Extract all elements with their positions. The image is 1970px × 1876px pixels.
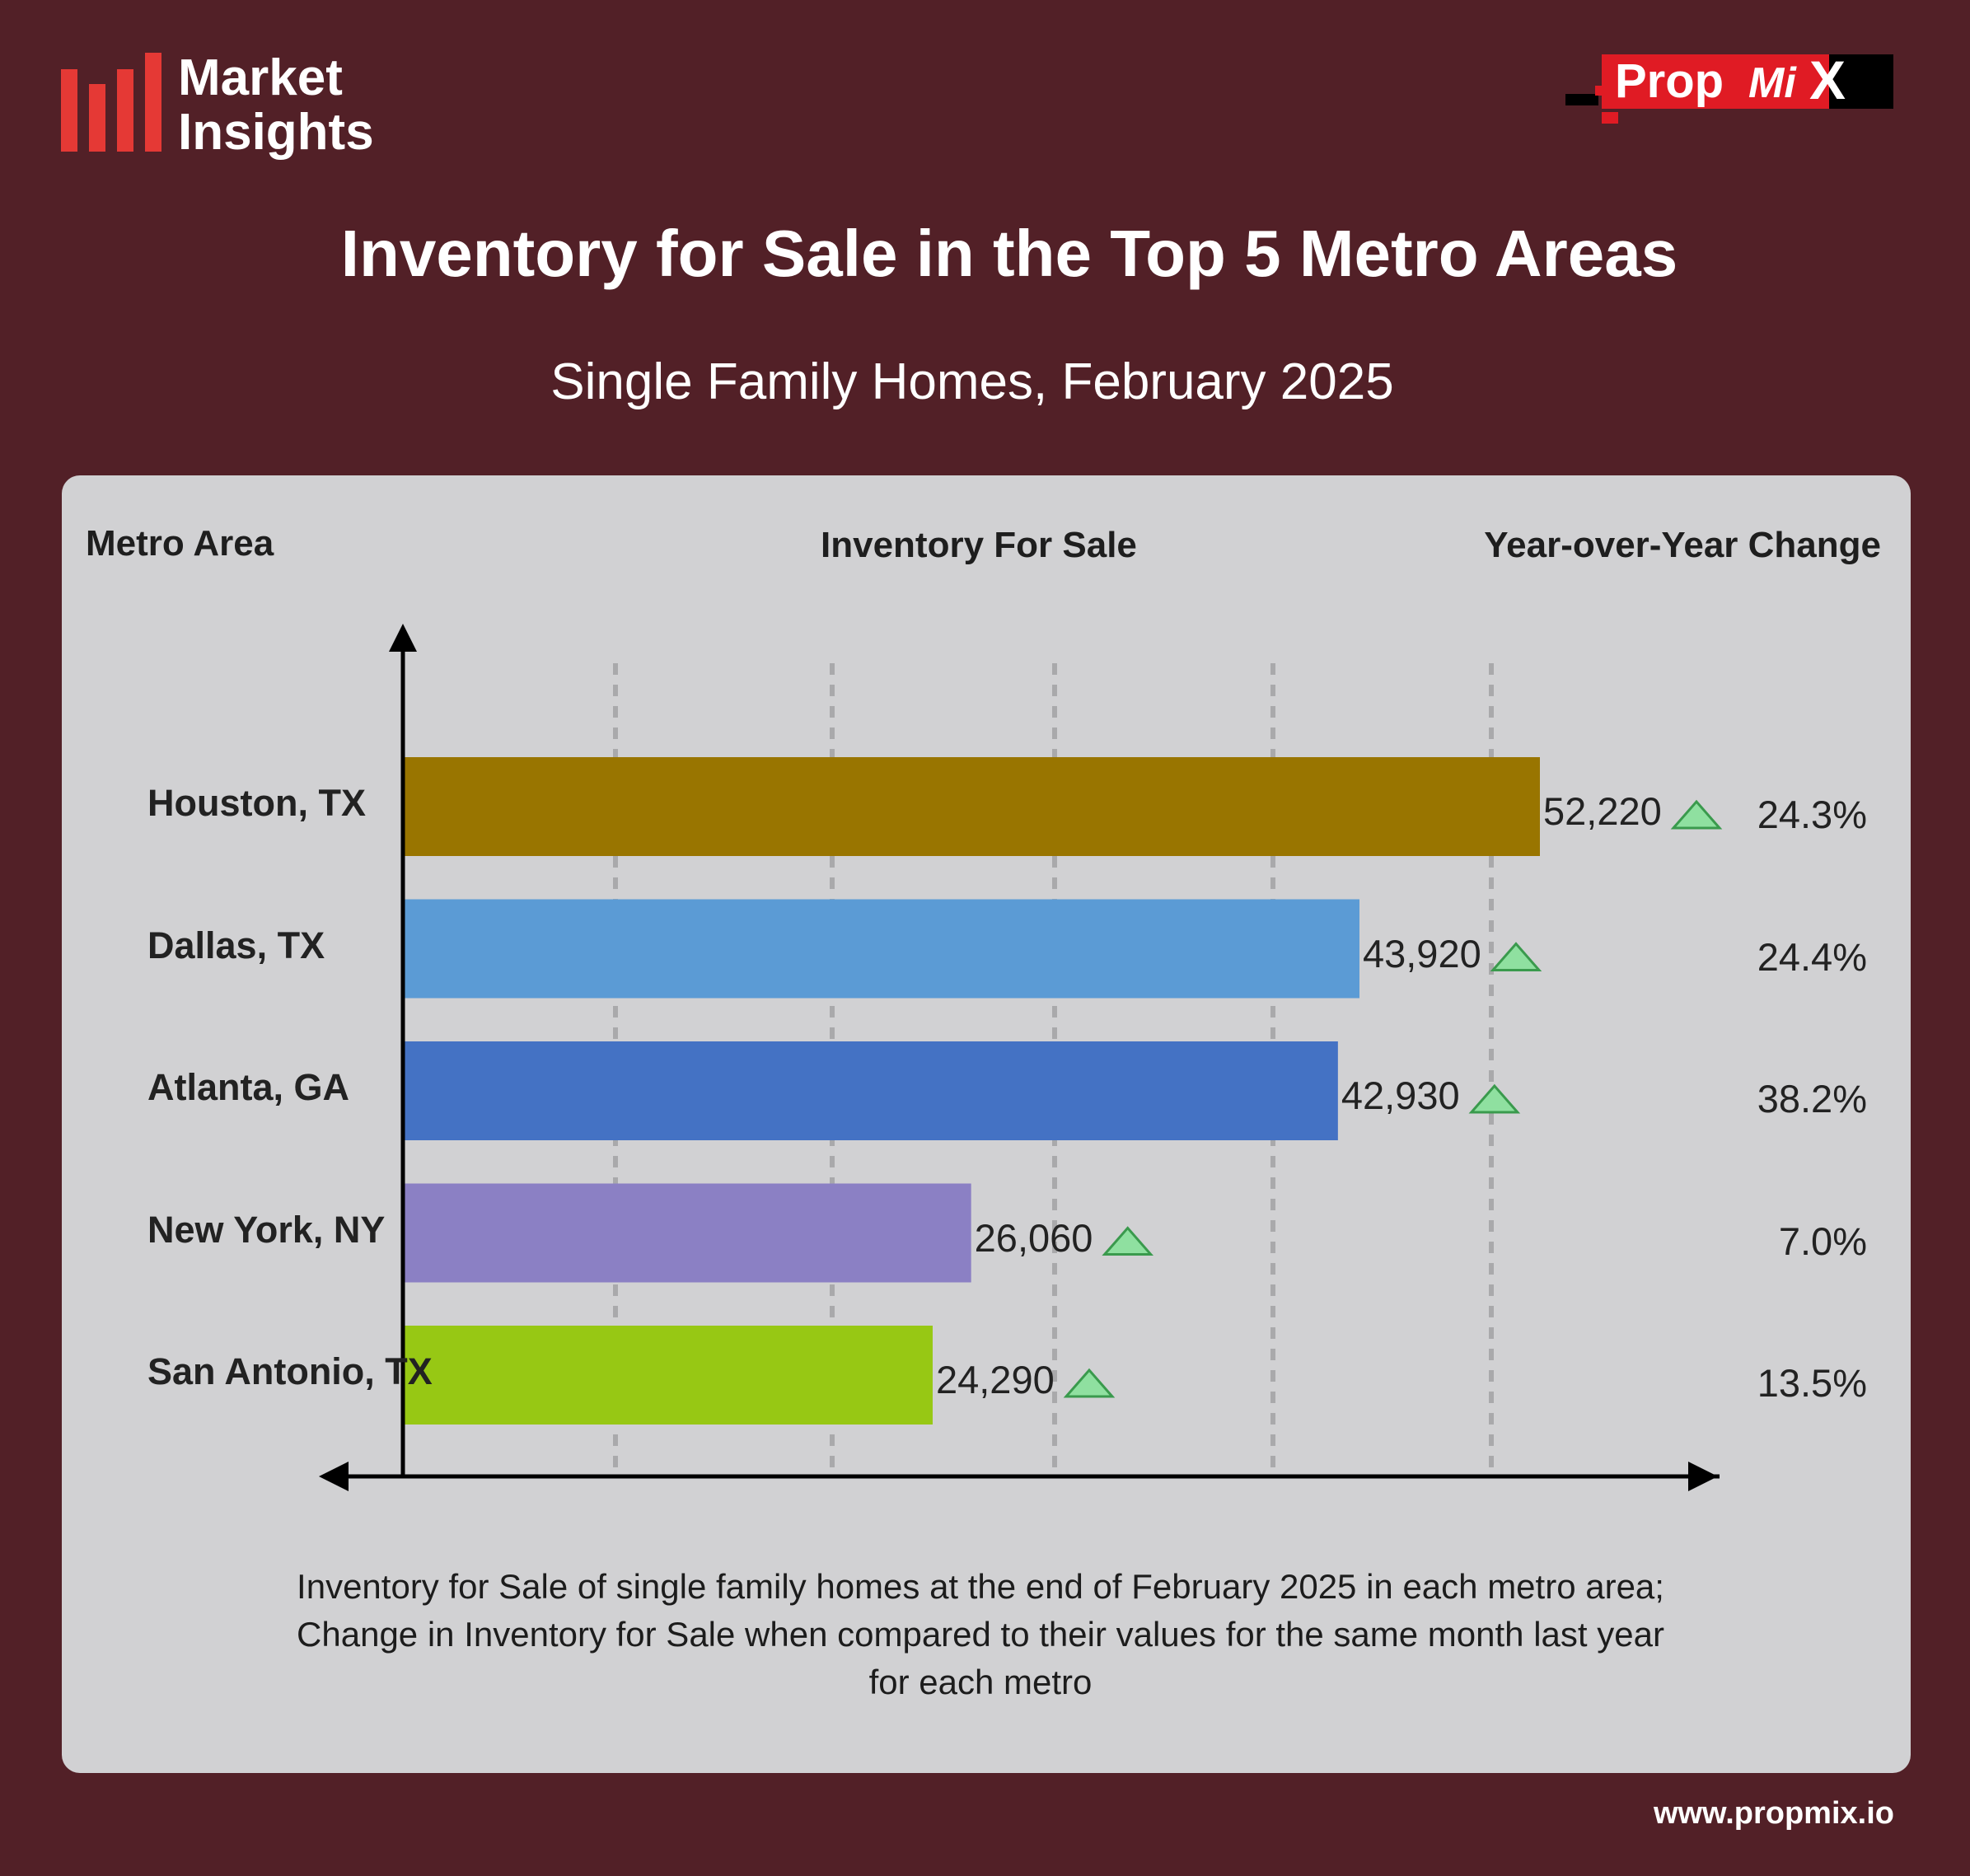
bar-2 (405, 899, 1359, 999)
brand-name: Market Insights (178, 51, 374, 160)
brand-line-2: Insights (178, 104, 374, 161)
yoy-change-1: 24.3% (1757, 793, 1867, 836)
bar-3 (405, 1041, 1338, 1140)
trend-up-icon-4 (1102, 1226, 1153, 1256)
footnote-line-1: Inventory for Sale of single family home… (297, 1567, 1664, 1606)
chart-card: Metro Area Inventory For Sale Year-over-… (62, 475, 1911, 1773)
bar-1 (405, 757, 1540, 856)
bar-4 (405, 1183, 971, 1283)
value-label-2: 43,920 (1362, 931, 1481, 975)
trend-up-icon-2 (1490, 942, 1542, 971)
trend-up-icon-3 (1468, 1083, 1521, 1114)
value-label-4: 26,060 (974, 1215, 1093, 1260)
footnote-line-2: Change in Inventory for Sale when compar… (297, 1615, 1664, 1654)
page-subtitle: Single Family Homes, February 2025 (550, 353, 1394, 410)
column-header-metro: Metro Area (86, 523, 274, 564)
page-title: Inventory for Sale in the Top 5 Metro Ar… (340, 217, 1678, 290)
website-url[interactable]: www.propmix.io (1653, 1796, 1894, 1831)
bar-chart-icon (61, 53, 161, 152)
metro-label-3: Atlanta, GA (147, 1066, 350, 1108)
yoy-change-3: 38.2% (1757, 1077, 1867, 1120)
chart-footnote: Inventory for Sale of single family home… (227, 1563, 1734, 1706)
yoy-change-2: 24.4% (1757, 934, 1867, 979)
yoy-change-5: 13.5% (1757, 1361, 1867, 1405)
y-axis-arrow (389, 624, 417, 652)
brand-line-1: Market (178, 49, 343, 106)
logo-text-prop: Prop (1615, 54, 1724, 108)
metro-label-1: Houston, TX (147, 782, 366, 824)
trend-up-icon-5 (1063, 1368, 1116, 1398)
metro-label-4: New York, NY (147, 1208, 386, 1251)
column-header-yoy: Year-over-Year Change (1484, 525, 1881, 565)
footnote-line-3: for each metro (868, 1663, 1093, 1701)
value-label-1: 52,220 (1543, 789, 1662, 833)
propmix-logo: Prop Mi X (1565, 54, 1893, 124)
metro-label-2: Dallas, TX (147, 924, 325, 966)
x-axis-arrow-left (319, 1462, 349, 1491)
logo-text-x: X (1809, 54, 1846, 110)
trend-up-icon-1 (1670, 799, 1723, 830)
value-label-3: 42,930 (1341, 1074, 1460, 1117)
logo-text-mi: Mi (1748, 59, 1797, 107)
value-label-5: 24,290 (935, 1358, 1055, 1401)
bar-chart (319, 624, 1723, 1491)
metro-label-5: San Antonio, TX (147, 1350, 433, 1392)
column-header-inventory: Inventory For Sale (821, 525, 1137, 565)
yoy-change-4: 7.0% (1778, 1219, 1867, 1263)
bar-5 (405, 1326, 933, 1425)
x-axis-arrow-right (1688, 1462, 1718, 1491)
